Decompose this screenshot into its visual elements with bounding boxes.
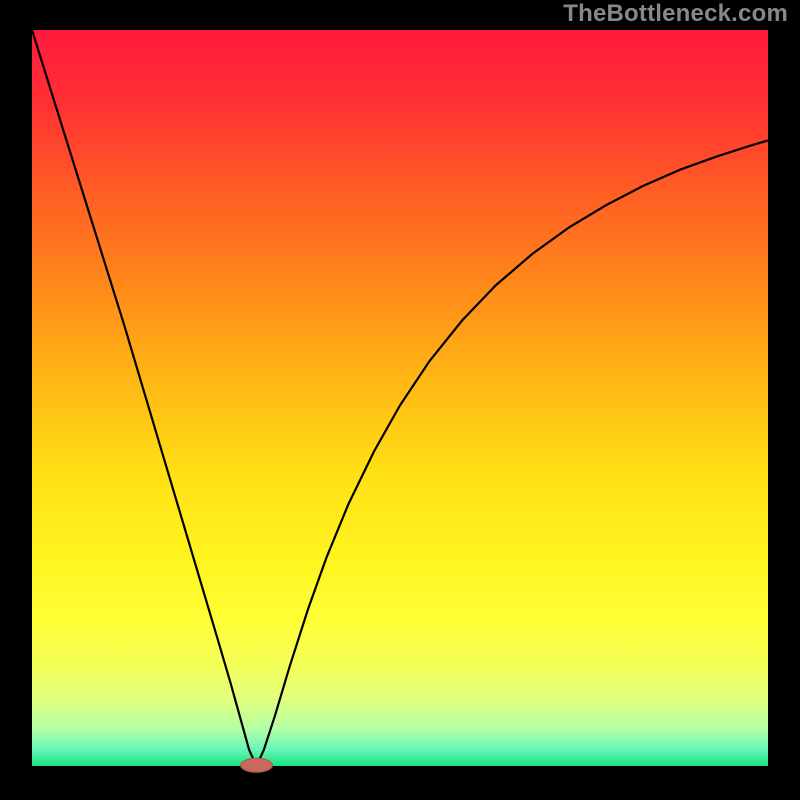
watermark-text: TheBottleneck.com	[563, 0, 788, 28]
chart-plot-bg	[32, 30, 768, 766]
minimum-marker	[240, 758, 272, 772]
chart-container: TheBottleneck.com	[0, 0, 800, 800]
bottleneck-chart	[0, 0, 800, 800]
